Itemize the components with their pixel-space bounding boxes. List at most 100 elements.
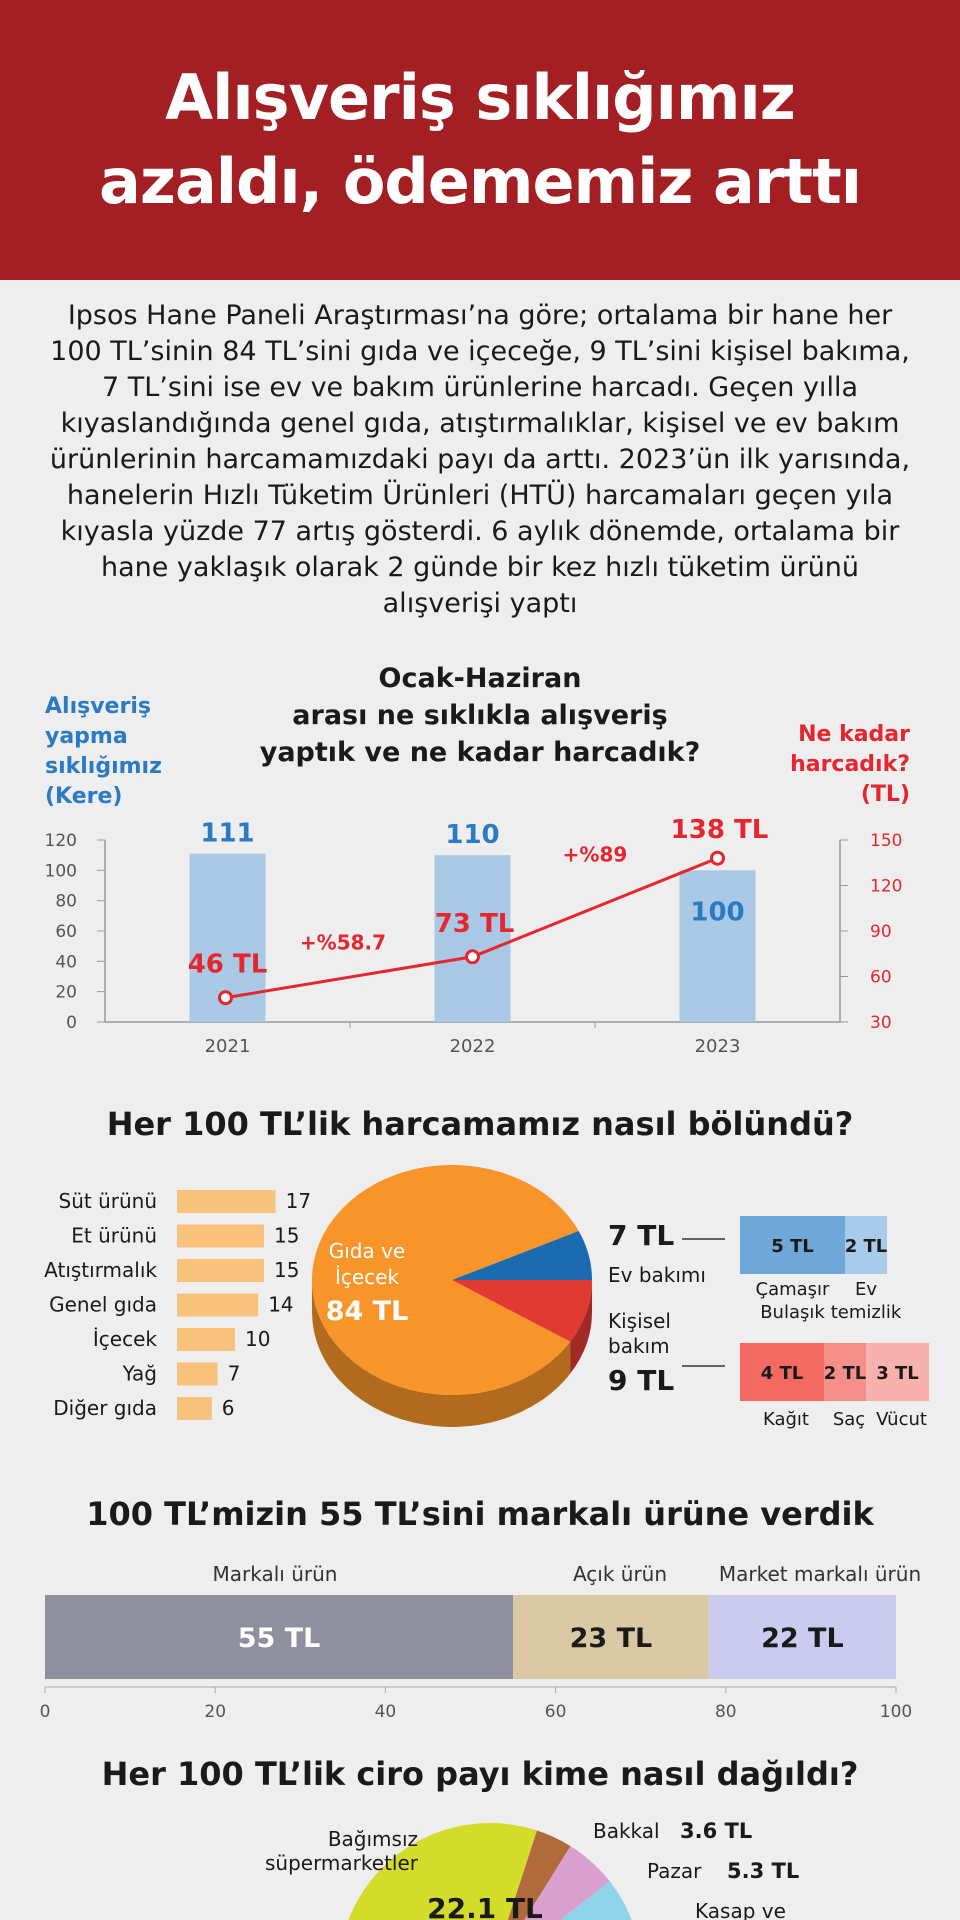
spend-point — [710, 850, 725, 866]
right-tick-label: 120 — [870, 877, 902, 897]
revenue-value-label: 3.6 TL — [680, 1819, 752, 1843]
title-line-2: azaldı, ödememiz arttı — [99, 145, 862, 218]
frequency-spend-chart: Ocak-Haziran arası ne sıklıkla alışveriş… — [0, 660, 960, 1060]
stacked-segment — [45, 1595, 514, 1679]
breakdown-segment — [740, 1343, 824, 1401]
left-tick-label: 100 — [45, 861, 77, 881]
left-axis-label-line: yapma — [45, 724, 128, 749]
stacked-segment — [513, 1595, 709, 1679]
spend-point — [218, 990, 233, 1006]
breakdown-value-label: 4 TL — [761, 1363, 804, 1384]
revenue-slice — [560, 1881, 632, 1920]
right-axis-label-line: (TL) — [860, 782, 910, 807]
right-tick-label: 60 — [870, 968, 892, 988]
left-tick-label: 60 — [55, 922, 77, 942]
category-bar — [177, 1190, 276, 1213]
bar — [679, 870, 756, 1022]
breakdown-value-label: 2 TL — [824, 1363, 867, 1384]
chart1-plot: 0 20 40 60 80 100 120 30 60 90 120 150 111 110 100 2021… — [45, 815, 903, 1057]
stacked-value-label: 23 TL — [570, 1623, 653, 1654]
revenue-slice-name: Kasap ve — [695, 1899, 786, 1920]
chart1-title: Ocak-Haziran arası ne sıklıkla alışveriş… — [200, 660, 760, 771]
category-label: Atıştırmalık — [44, 1258, 157, 1282]
spend-value-label: 138 TL — [671, 815, 769, 845]
breakdown-name: Ev — [855, 1279, 877, 1300]
stacked-segment — [708, 1595, 896, 1679]
category-value-label: 7 — [228, 1362, 241, 1386]
category-bar — [177, 1397, 212, 1420]
right-axis-label: Ne kadar harcadık? (TL) — [790, 720, 910, 810]
left-axis-label-line: Alışveriş — [45, 694, 151, 719]
breakdown-title: Her 100 TL’lik harcamamız nasıl bölündü? — [106, 1105, 854, 1143]
change-label: +%89 — [563, 842, 628, 866]
category-label: Süt ürünü — [59, 1189, 158, 1213]
x-tick-label: 60 — [545, 1702, 567, 1722]
bar-value-label: 100 — [690, 897, 744, 927]
revenue-slice-name: Bakkal — [593, 1819, 660, 1843]
spend-point — [465, 949, 480, 965]
revenue-slice — [524, 1846, 610, 1920]
pie-value-label: 84 TL — [326, 1296, 409, 1327]
category-bar — [177, 1259, 264, 1282]
revenue-slice-name: süpermarketler — [265, 1851, 419, 1875]
category-value-label: 6 — [222, 1396, 235, 1420]
left-axis-label: Alışveriş yapma sıklığımız (Kere) — [45, 692, 162, 812]
pie-slice — [452, 1280, 592, 1342]
brand-title: 100 TL’mizin 55 TL’sini markalı ürüne ve… — [86, 1495, 874, 1533]
revenue-slice — [507, 1830, 571, 1920]
stacked-value-label: 55 TL — [238, 1623, 321, 1654]
category-value-label: 14 — [268, 1293, 293, 1317]
pie-slice-side — [570, 1280, 592, 1374]
revenue-slice — [348, 1823, 537, 1920]
left-axis-label-line: (Kere) — [45, 784, 123, 809]
pie-label: Gıda ve — [329, 1239, 406, 1263]
chart1-title-line: Ocak-Haziran — [378, 663, 582, 694]
revenue-value-label: 22.1 TL — [427, 1892, 543, 1920]
stacked-series-name: Açık ürün — [573, 1562, 667, 1586]
food-category-bars: Süt ürünü 17 Et ürünü 15 Atıştırmalık 15 Genel… — [44, 1189, 311, 1420]
kisisel-value: 9 TL — [608, 1364, 674, 1397]
ev-bakimi-label: Ev bakımı — [608, 1263, 706, 1287]
breakdown-value-label: 5 TL — [771, 1236, 814, 1257]
pie-slice — [452, 1231, 592, 1280]
x-tick-label: 100 — [880, 1702, 912, 1722]
title-line-1: Alışveriş sıklığımız — [165, 61, 796, 134]
breakdown-value-label: 3 TL — [876, 1363, 919, 1384]
x-tick-label: 2023 — [695, 1036, 741, 1057]
breakdown-name: temizlik — [831, 1302, 902, 1323]
pie-label: İçecek — [335, 1265, 400, 1289]
breakdown-name: Çamaşır — [756, 1279, 831, 1300]
spend-value-label: 73 TL — [435, 909, 515, 939]
right-tick-label: 30 — [870, 1013, 892, 1033]
intro-paragraph: Ipsos Hane Paneli Araştırması’na göre; o… — [49, 300, 911, 619]
right-tick-label: 90 — [870, 922, 892, 942]
bar-value-label: 111 — [200, 819, 254, 849]
breakdown-segment — [740, 1216, 845, 1274]
x-tick-label: 2021 — [205, 1036, 251, 1057]
revenue-slice-name: Bağımsız — [328, 1827, 418, 1851]
change-label: +%58.7 — [300, 930, 386, 954]
category-value-label: 15 — [274, 1224, 299, 1248]
ev-bakimi-value: 7 TL — [608, 1219, 674, 1252]
category-bar — [177, 1224, 264, 1248]
left-tick-label: 20 — [55, 983, 77, 1003]
breakdown-name: Bulaşık — [760, 1302, 825, 1323]
x-tick-label: 40 — [375, 1702, 397, 1722]
category-label: Et ürünü — [71, 1224, 157, 1248]
spend-value-label: 46 TL — [188, 950, 268, 980]
right-axis-label-line: Ne kadar — [798, 722, 910, 747]
category-bar — [177, 1362, 218, 1386]
stacked-value-label: 22 TL — [761, 1623, 844, 1654]
breakdown-name: Saç — [833, 1409, 865, 1430]
page-title: Alışveriş sıklığımız azaldı, ödememiz ar… — [99, 56, 862, 224]
category-label: Diğer gıda — [53, 1396, 157, 1420]
category-value-label: 10 — [245, 1327, 270, 1351]
category-value-label: 17 — [286, 1189, 311, 1213]
category-value-label: 15 — [274, 1258, 299, 1282]
category-label: İçecek — [93, 1327, 158, 1351]
category-bar — [177, 1328, 235, 1351]
chart1-title-line: yaptık ve ne kadar harcadık? — [259, 737, 701, 768]
header-banner: Alışveriş sıklığımız azaldı, ödememiz ar… — [0, 0, 960, 280]
